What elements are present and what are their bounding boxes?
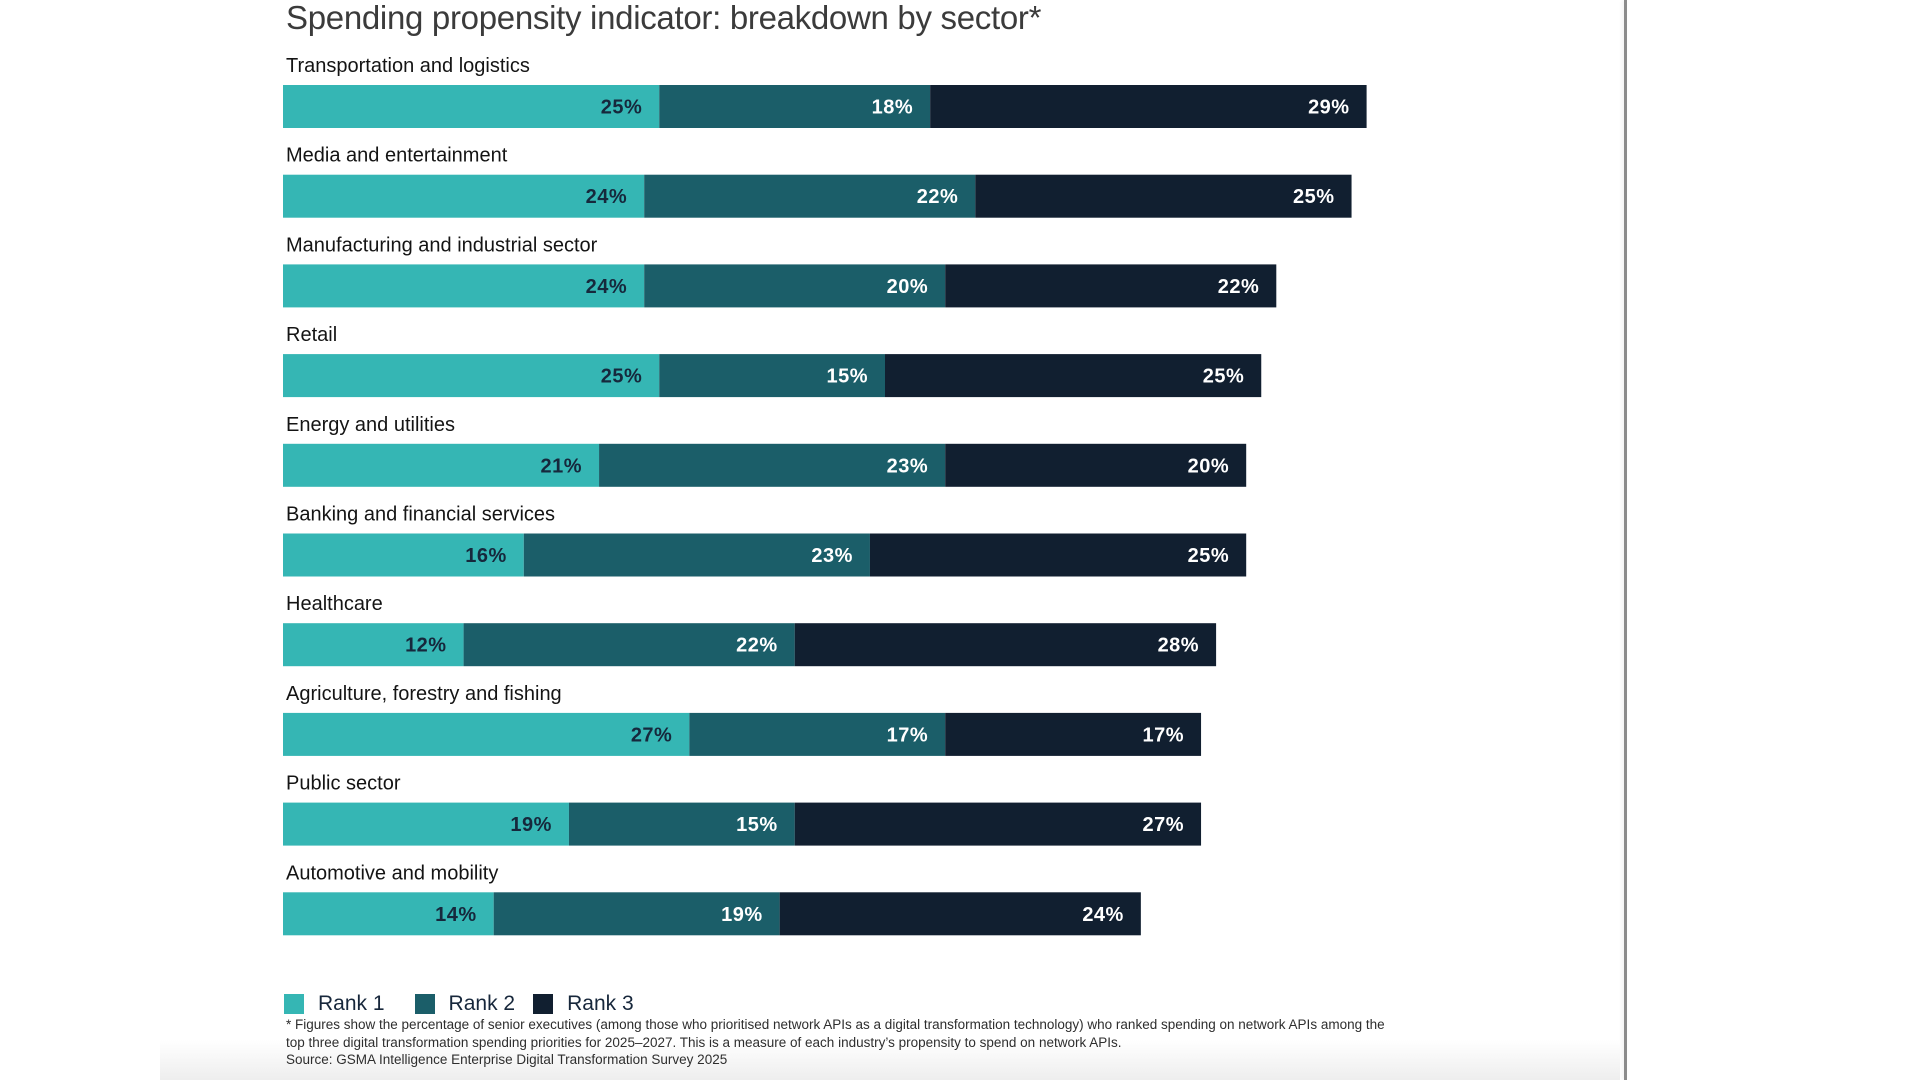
data-label-rank-1: 14%: [435, 904, 477, 926]
data-label-rank-2: 22%: [736, 635, 778, 657]
bar-row: Banking and financial services 16% 23% 25%: [283, 504, 1247, 577]
legend-label-rank-1: Rank 1: [318, 992, 385, 1015]
category-label: Public sector: [286, 773, 401, 795]
bar-segment-rank-3: [885, 354, 1262, 398]
footnote-line-2: top three digital transformation spendin…: [286, 1034, 1122, 1050]
legend-label-rank-2: Rank 2: [448, 992, 516, 1015]
data-label-rank-3: 28%: [1158, 635, 1200, 657]
data-label-rank-2: 15%: [826, 366, 868, 388]
bar-segment-rank-3: [945, 443, 1247, 487]
bar-segment-rank-1: [283, 712, 690, 756]
data-label-rank-1: 21%: [541, 455, 583, 477]
bar-row: Energy and utilities 21% 23% 20%: [283, 414, 1247, 487]
bar-segment-rank-1: [283, 354, 660, 398]
bar-segment-rank-3: [975, 174, 1352, 218]
data-label-rank-3: 25%: [1188, 545, 1230, 567]
data-label-rank-3: 27%: [1143, 814, 1185, 836]
category-label: Transportation and logistics: [286, 55, 530, 77]
bar-segment-rank-2: [599, 443, 946, 487]
bar-segment-rank-1: [283, 802, 569, 846]
data-label-rank-2: 20%: [887, 276, 929, 298]
bar-segment-rank-1: [283, 174, 645, 218]
bar-segment-rank-2: [568, 802, 795, 846]
data-label-rank-2: 23%: [811, 545, 853, 567]
data-label-rank-1: 24%: [586, 276, 628, 298]
data-label-rank-1: 27%: [631, 724, 673, 746]
bar-segment-rank-3: [794, 802, 1202, 846]
data-label-rank-1: 25%: [601, 97, 643, 119]
bar-segment-rank-3: [779, 892, 1141, 936]
data-label-rank-3: 29%: [1308, 97, 1350, 119]
bar-segment-rank-1: [283, 533, 524, 577]
bar-row: Public sector 19% 15% 27%: [283, 773, 1202, 846]
data-label-rank-2: 18%: [872, 97, 914, 119]
bar-segment-rank-3: [945, 264, 1277, 308]
bar-segment-rank-1: [283, 443, 600, 487]
bar-segment-rank-2: [523, 533, 870, 577]
data-label-rank-1: 24%: [586, 186, 628, 208]
bar-segment-rank-2: [659, 354, 885, 398]
data-label-rank-3: 25%: [1203, 366, 1245, 388]
bottom-fade: [160, 1040, 1620, 1080]
category-label: Manufacturing and industrial sector: [286, 234, 598, 256]
category-label: Banking and financial services: [286, 504, 555, 526]
right-divider: [1624, 0, 1627, 1080]
bar-row: Manufacturing and industrial sector 24% 20…: [283, 234, 1277, 308]
bar-segment-rank-2: [689, 712, 946, 756]
bar-row: Automotive and mobility 14% 19% 24%: [283, 862, 1141, 936]
bar-segment-rank-3: [945, 712, 1202, 756]
legend-item-rank-3: Rank 3: [533, 992, 634, 1016]
bar-row: Transportation and logistics 25% 18% 29%: [283, 55, 1367, 128]
bar-row: Agriculture, forestry and fishing 27% 17% 1…: [283, 683, 1202, 756]
data-label-rank-1: 12%: [405, 635, 447, 657]
bar-segment-rank-2: [493, 892, 780, 936]
bar-segment-rank-3: [930, 85, 1367, 128]
category-label: Automotive and mobility: [286, 862, 498, 884]
category-label: Retail: [286, 324, 337, 346]
bar-segment-rank-2: [644, 264, 946, 308]
bar-segment-rank-1: [283, 264, 645, 308]
data-label-rank-3: 25%: [1293, 186, 1335, 208]
legend-label-rank-3: Rank 3: [567, 992, 634, 1015]
bar-segment-rank-1: [283, 892, 494, 936]
data-label-rank-1: 16%: [465, 545, 507, 567]
bar-row: Media and entertainment 24% 22% 25%: [283, 145, 1352, 218]
legend-swatch-rank-2: [414, 994, 435, 1014]
data-label-rank-1: 25%: [601, 366, 643, 388]
data-label-rank-1: 19%: [510, 814, 552, 836]
data-label-rank-3: 24%: [1082, 904, 1124, 926]
bar-row: Healthcare 12% 22% 28%: [283, 593, 1217, 667]
bar-segment-rank-3: [869, 533, 1247, 577]
bar-segment-rank-3: [794, 623, 1217, 667]
bar-segment-rank-2: [659, 85, 931, 128]
legend-item-rank-1: Rank 1: [284, 992, 385, 1016]
bar-segment-rank-2: [463, 623, 795, 667]
category-label: Healthcare: [286, 593, 383, 615]
footnote-source: Source: GSMA Intelligence Enterprise Dig…: [286, 1052, 728, 1067]
data-label-rank-2: 23%: [887, 455, 929, 477]
chart-title: Spending propensity indicator: breakdown…: [286, 0, 1042, 36]
legend-swatch-rank-1: [284, 994, 304, 1014]
footnote: * Figures show the percentage of senior …: [286, 1016, 1536, 1069]
legend-item-rank-2: Rank 2: [414, 992, 516, 1016]
category-label: Media and entertainment: [286, 145, 508, 167]
bar-segment-rank-1: [283, 623, 464, 667]
data-label-rank-2: 22%: [917, 186, 959, 208]
data-label-rank-2: 15%: [736, 814, 778, 836]
chart-legend: Rank 1 Rank 2 Rank 3: [284, 992, 652, 1016]
footnote-line-1: * Figures show the percentage of senior …: [286, 1017, 1385, 1032]
bar-segment-rank-2: [644, 174, 976, 218]
data-label-rank-3: 17%: [1143, 724, 1185, 746]
bar-row: Retail 25% 15% 25%: [283, 324, 1262, 398]
bar-segment-rank-1: [283, 85, 660, 128]
data-label-rank-2: 17%: [887, 724, 929, 746]
data-label-rank-3: 22%: [1218, 276, 1260, 298]
category-label: Energy and utilities: [286, 414, 455, 436]
category-label: Agriculture, forestry and fishing: [286, 683, 562, 705]
data-label-rank-3: 20%: [1188, 455, 1230, 477]
legend-swatch-rank-3: [533, 994, 554, 1014]
data-label-rank-2: 19%: [721, 904, 763, 926]
